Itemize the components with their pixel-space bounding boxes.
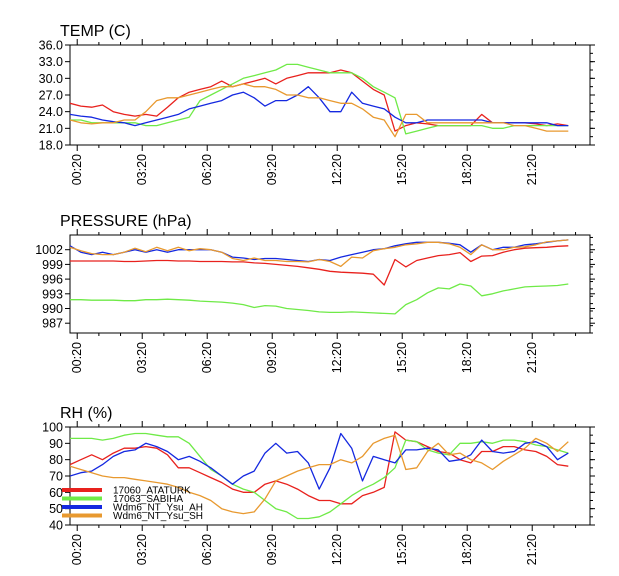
rh-ytick-label: 90	[49, 437, 63, 451]
temp-series-line-ataturk	[70, 69, 569, 132]
temp-series-line-ah	[70, 86, 569, 127]
rh-series-line-ataturk	[70, 431, 569, 505]
temp-panel: TEMP (C)36.0 33.0 30.0 27.0 24.0 21.0 18.0 00:2…	[39, 23, 595, 185]
temp-ytick-label: 18.0	[39, 139, 63, 153]
rh-ytick-label: 80	[49, 453, 63, 467]
temp-xtick-label: 00:20	[70, 154, 84, 185]
temp-ytick-label: 21.0	[39, 122, 63, 136]
pressure-xtick-label: 03:20	[135, 342, 149, 373]
temp-xtick-label: 21:20	[525, 154, 539, 185]
rh-xtick-label: 12:20	[330, 534, 344, 565]
pressure-ytick-label: 999	[42, 258, 63, 272]
rh-panel: RH (%)100 90 80 70 60 50 40 00:20 03:20 06:20 09:2…	[42, 405, 595, 565]
rh-series-line-sh	[70, 434, 569, 515]
pressure-xtick-label: 21:20	[525, 342, 539, 373]
rh-xtick-label: 06:20	[200, 534, 214, 565]
pressure-ytick-label: 990	[42, 302, 63, 316]
pressure-ytick-label: 993	[42, 287, 63, 301]
rh-xtick-label: 15:20	[395, 534, 409, 565]
pressure-series-line-sabiha	[70, 283, 569, 315]
legend-label: Wdm6_NT_Ysu_SH	[113, 511, 203, 522]
pressure-xtick-label: 15:20	[395, 342, 409, 373]
rh-xtick-label: 00:20	[70, 534, 84, 565]
pressure-series-line-ataturk	[70, 245, 569, 286]
pressure-ytick-label: 996	[42, 273, 63, 287]
rh-ytick-label: 60	[49, 486, 63, 500]
temp-ytick-label: 30.0	[39, 72, 63, 86]
rh-series-line-sabiha	[70, 432, 569, 520]
pressure-xtick-label: 06:20	[200, 342, 214, 373]
temp-series-line-sh	[70, 83, 569, 138]
temp-xtick-label: 15:20	[395, 154, 409, 185]
rh-xtick-label: 18:20	[460, 534, 474, 565]
temp-ytick-label: 33.0	[39, 55, 63, 69]
temp-xtick-label: 06:20	[200, 154, 214, 185]
temp-ytick-label: 27.0	[39, 89, 63, 103]
pressure-plot-frame	[69, 234, 591, 334]
pressure-ytick-label: 1002	[35, 243, 63, 257]
pressure-series-line-sh	[70, 239, 569, 268]
rh-xtick-label: 03:20	[135, 534, 149, 565]
pressure-xtick-label: 12:20	[330, 342, 344, 373]
rh-ytick-label: 70	[49, 470, 63, 484]
temp-title: TEMP (C)	[60, 23, 131, 40]
pressure-xtick-label: 00:20	[70, 342, 84, 373]
temp-ytick-label: 36.0	[39, 39, 63, 53]
rh-ytick-label: 100	[42, 421, 63, 435]
legend-label: 17063_SABIHA	[113, 494, 183, 505]
rh-ytick-label: 50	[49, 502, 63, 516]
pressure-ytick-label: 987	[42, 317, 63, 331]
rh-xtick-label: 21:20	[525, 534, 539, 565]
rh-series-line-ah	[70, 432, 569, 490]
temp-xtick-label: 03:20	[135, 154, 149, 185]
legend: 17060_ATATURK17063_SABIHAWdm6_NT_Ysu_AHW…	[62, 486, 203, 522]
temp-xtick-label: 09:20	[265, 154, 279, 185]
pressure-title: PRESSURE (hPa)	[60, 213, 192, 230]
legend-label: 17060_ATATURK	[113, 486, 191, 497]
temp-plot-frame	[69, 44, 591, 146]
temp-series-line-sabiha	[70, 63, 569, 135]
temp-xtick-label: 12:20	[330, 154, 344, 185]
temp-ytick-label: 24.0	[39, 105, 63, 119]
rh-xtick-label: 09:20	[265, 534, 279, 565]
rh-ytick-label: 40	[49, 519, 63, 533]
pressure-xtick-label: 09:20	[265, 342, 279, 373]
legend-label: Wdm6_NT_Ysu_AH	[113, 503, 203, 514]
temp-xtick-label: 18:20	[460, 154, 474, 185]
rh-title: RH (%)	[60, 405, 112, 422]
pressure-xtick-label: 18:20	[460, 342, 474, 373]
